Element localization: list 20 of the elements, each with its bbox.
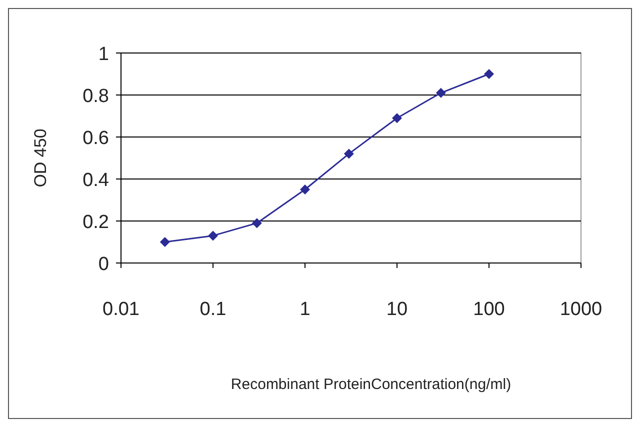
point xyxy=(484,69,494,79)
y-axis-title: OD 450 xyxy=(31,128,50,188)
y-tick-label: 0 xyxy=(98,254,109,275)
y-tick-label: 0.2 xyxy=(82,212,109,233)
x-tick-label: 1 xyxy=(300,299,310,320)
point xyxy=(300,184,310,194)
y-tick-label: 0.6 xyxy=(82,128,109,149)
point xyxy=(160,237,170,247)
x-tick-label: 10 xyxy=(386,299,408,320)
y-tick-label: 1 xyxy=(98,44,109,65)
x-tick-label: 100 xyxy=(473,299,505,320)
x-tick-label: 1000 xyxy=(560,299,602,320)
point xyxy=(392,113,402,124)
x-tick-label: 0.1 xyxy=(200,299,226,320)
y-tick-label: 0.8 xyxy=(82,86,109,107)
y-tick-label: 0.4 xyxy=(82,170,110,191)
x-axis-title: Recombinant ProteinConcentration(ng/ml) xyxy=(230,376,512,393)
point xyxy=(252,218,262,228)
point xyxy=(344,148,354,159)
x-tick-label: 0.01 xyxy=(102,299,140,320)
